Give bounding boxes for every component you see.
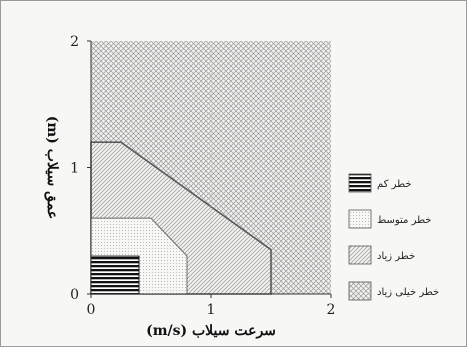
zone-horizontal-lines bbox=[90, 255, 140, 295]
x-tick-label: 2 bbox=[327, 302, 336, 318]
y-tick-label: 0 bbox=[70, 287, 79, 303]
legend-label: خطر متوسط bbox=[377, 215, 432, 226]
plot-layer bbox=[90, 41, 331, 295]
legend: خطر کم خطر متوسط خطر زیاد خطر خیلی زیاد bbox=[348, 173, 439, 301]
axis-layer: 0 1 2 0 1 2 سرعت سیلاب (m/s) عمق سیلاب (m) bbox=[44, 34, 335, 339]
legend-label: خطر خیلی زیاد bbox=[377, 287, 439, 298]
y-axis-title: عمق سیلاب (m) bbox=[44, 116, 60, 219]
x-tick-label: 0 bbox=[87, 302, 96, 318]
legend-swatch bbox=[348, 281, 372, 301]
x-axis-title: سرعت سیلاب (m/s) bbox=[146, 323, 276, 339]
legend-swatch bbox=[348, 173, 372, 193]
legend-swatch bbox=[348, 245, 372, 265]
legend-swatch bbox=[348, 209, 372, 229]
y-tick-label: 2 bbox=[70, 34, 79, 50]
x-tick-label: 1 bbox=[207, 302, 216, 318]
legend-label: خطر زیاد bbox=[377, 251, 415, 262]
y-tick-label: 1 bbox=[70, 161, 79, 177]
legend-label: خطر کم bbox=[377, 179, 412, 190]
